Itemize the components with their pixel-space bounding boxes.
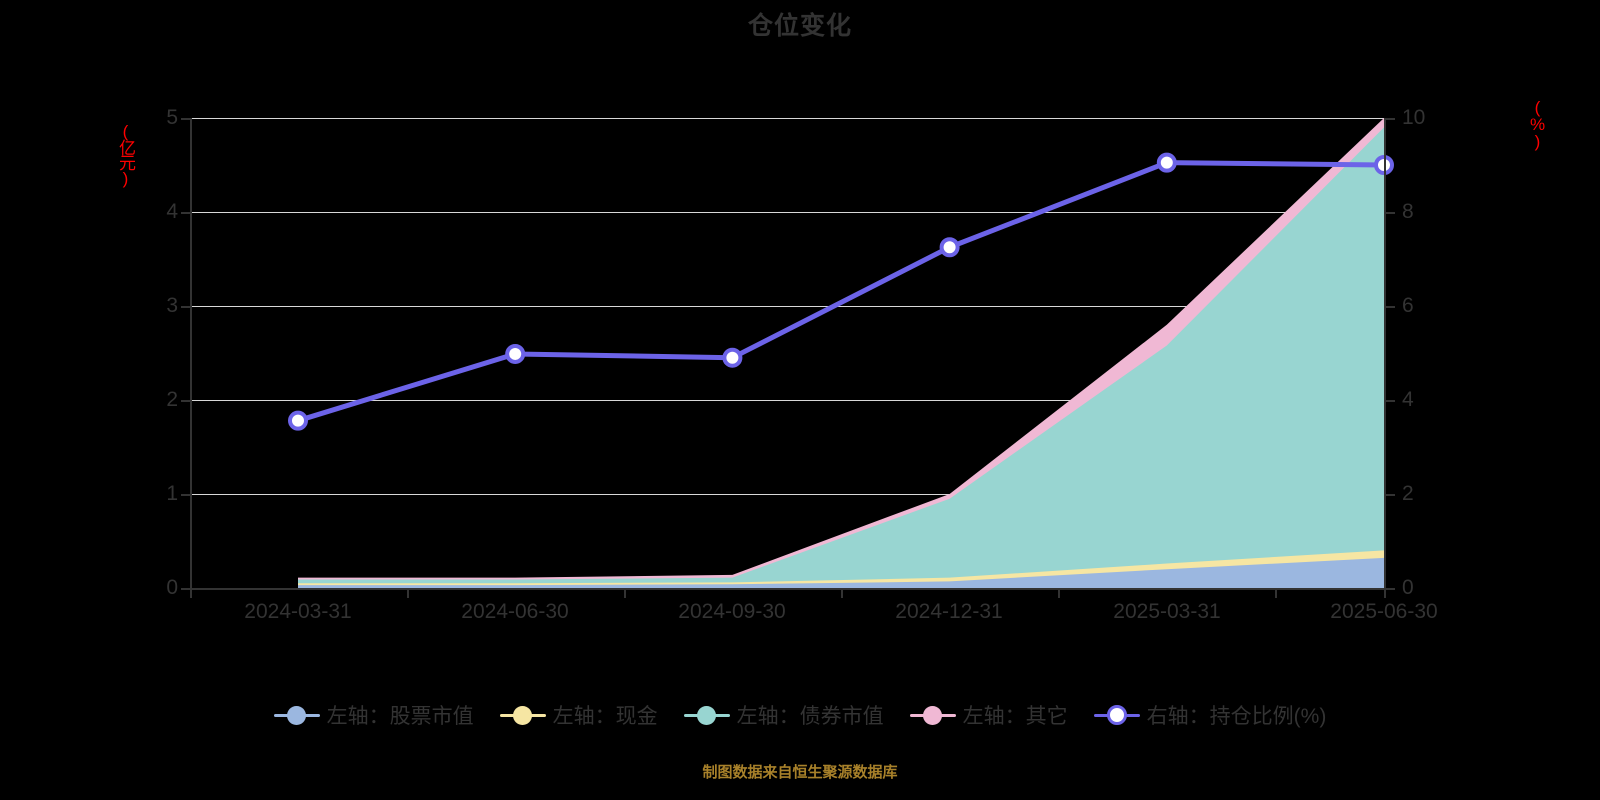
area-stock xyxy=(298,557,1384,588)
y-axis-right xyxy=(1384,118,1386,589)
ylabel-right-0: 0 xyxy=(1402,576,1414,599)
legend-item-bond[interactable]: 左轴：债券市值 xyxy=(683,700,884,730)
legend-swatch-stock-icon xyxy=(273,704,320,726)
xtick-0 xyxy=(190,589,192,598)
xtick-4 xyxy=(1058,589,1060,598)
xlabel-4: 2025-03-31 xyxy=(1113,600,1221,623)
legend-item-other[interactable]: 左轴：其它 xyxy=(909,700,1068,730)
area-bond xyxy=(298,127,1384,589)
y-axis-left-unit: (亿元) xyxy=(116,122,135,186)
ylabel-left-4: 4 xyxy=(166,200,178,223)
ylabel-right-6: 6 xyxy=(1402,294,1414,317)
legend-swatch-cash-icon xyxy=(499,704,546,726)
ytick-left-4 xyxy=(181,212,190,214)
legend-item-ratio[interactable]: 右轴：持仓比例(%) xyxy=(1093,700,1327,730)
y-axis-left xyxy=(190,118,192,589)
ylabel-left-2: 2 xyxy=(166,388,178,411)
page-title: 仓位变化 xyxy=(747,12,852,40)
ratio-line-markers xyxy=(288,152,1394,431)
xlabel-2: 2024-09-30 xyxy=(678,600,786,623)
ylabel-left-3: 3 xyxy=(166,294,178,317)
ylabel-right-2: 2 xyxy=(1402,482,1414,505)
gridline-1 xyxy=(190,494,1384,495)
legend-label-bond: 左轴：债券市值 xyxy=(736,705,884,728)
ratio-line xyxy=(295,160,1387,424)
xtick-1 xyxy=(407,589,409,598)
ytick-left-5 xyxy=(181,118,190,120)
xlabel-3: 2024-12-31 xyxy=(895,600,1003,623)
area-other xyxy=(298,118,1384,588)
legend-swatch-ratio-icon xyxy=(1093,704,1140,726)
ytick-left-3 xyxy=(181,306,190,308)
ylabel-left-1: 1 xyxy=(166,482,178,505)
ytick-right-2 xyxy=(1386,494,1395,496)
xlabel-1: 2024-06-30 xyxy=(461,600,569,623)
y-axis-right-unit: (%) xyxy=(1528,98,1547,149)
ytick-left-2 xyxy=(181,400,190,402)
legend-swatch-other-icon xyxy=(909,704,956,726)
ytick-right-8 xyxy=(1386,212,1395,214)
ylabel-left-0: 0 xyxy=(166,576,178,599)
ytick-right-10 xyxy=(1386,118,1395,120)
area-cash xyxy=(298,550,1384,588)
legend-label-stock: 左轴：股票市值 xyxy=(326,705,474,728)
ytick-right-6 xyxy=(1386,306,1395,308)
ylabel-left-5: 5 xyxy=(166,106,178,129)
gridline-3 xyxy=(190,306,1384,307)
legend-item-stock[interactable]: 左轴：股票市值 xyxy=(273,700,474,730)
ytick-left-1 xyxy=(181,494,190,496)
ytick-right-0 xyxy=(1386,588,1395,590)
gridline-2 xyxy=(190,400,1384,401)
legend-label-ratio: 右轴：持仓比例(%) xyxy=(1146,705,1327,728)
x-axis xyxy=(190,588,1386,590)
legend-item-cash[interactable]: 左轴：现金 xyxy=(499,700,658,730)
chart-source-note: 制图数据来自恒生聚源数据库 xyxy=(702,764,898,781)
ylabel-right-8: 8 xyxy=(1402,200,1414,223)
xlabel-5: 2025-06-30 xyxy=(1330,600,1438,623)
gridline-5 xyxy=(190,118,1384,119)
ytick-left-0 xyxy=(181,588,190,590)
xtick-2 xyxy=(624,589,626,598)
legend-swatch-bond-icon xyxy=(683,704,730,726)
gridline-4 xyxy=(190,212,1384,213)
ytick-right-4 xyxy=(1386,400,1395,402)
chart-legend: 左轴：股票市值 左轴：现金 左轴：债券市值 左轴：其它 xyxy=(0,700,1600,730)
legend-label-cash: 左轴：现金 xyxy=(552,705,658,728)
xtick-3 xyxy=(841,589,843,598)
legend-label-other: 左轴：其它 xyxy=(962,705,1068,728)
xlabel-0: 2024-03-31 xyxy=(244,600,352,623)
xtick-5 xyxy=(1275,589,1277,598)
xtick-6 xyxy=(1384,589,1386,598)
ylabel-right-4: 4 xyxy=(1402,388,1414,411)
ylabel-right-10: 10 xyxy=(1402,106,1426,129)
